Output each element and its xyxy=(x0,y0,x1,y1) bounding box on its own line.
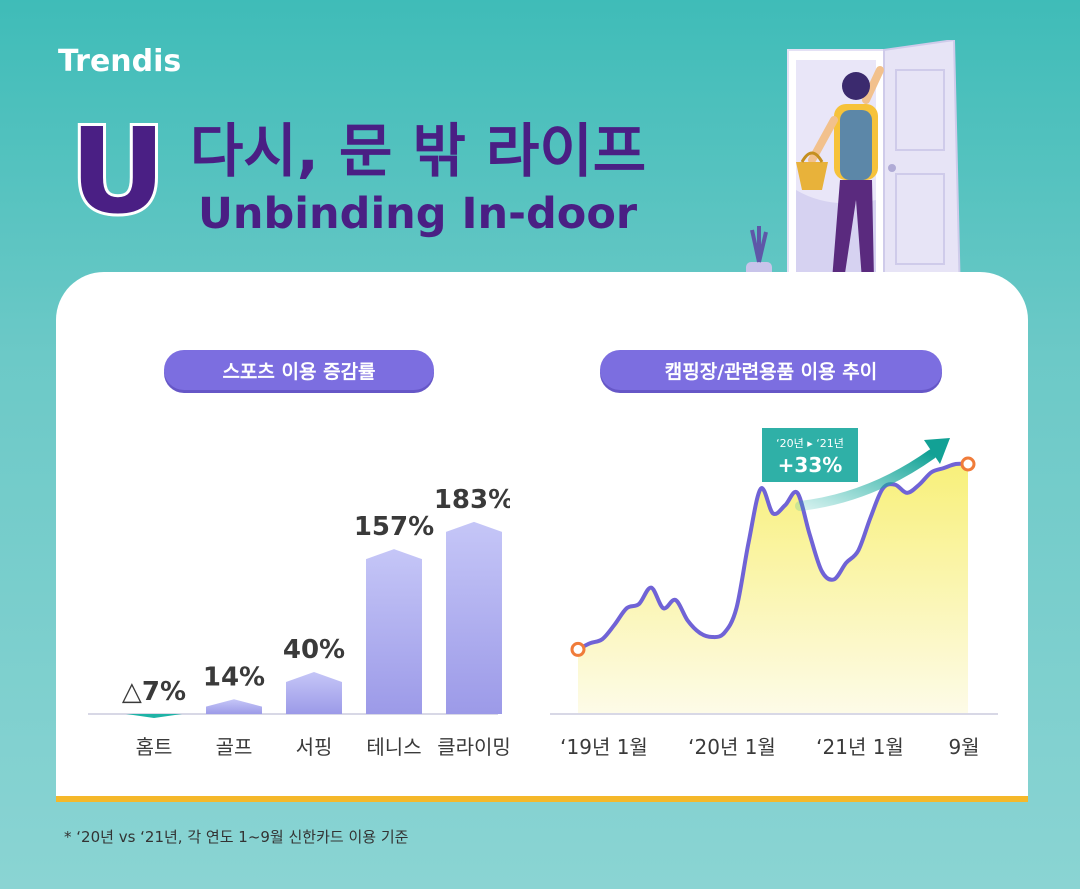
endpoint-marker xyxy=(570,641,586,657)
badge-change: +33% xyxy=(778,453,843,477)
bar xyxy=(366,549,422,714)
x-tick-label: ‘20년 1월 xyxy=(688,735,776,759)
bar-data-label: △7% xyxy=(122,677,186,707)
endpoint-marker xyxy=(960,456,976,472)
bar xyxy=(446,521,502,714)
x-tick-label: ‘19년 1월 xyxy=(560,735,648,759)
bar-data-label: 157% xyxy=(354,512,434,542)
brand-logo: Trendis xyxy=(58,44,182,79)
sports-bar-chart: △7% 홈트 14% 골프 40% 서핑 157% 테니스 183% 클라이밍 xyxy=(88,485,510,759)
trend-arrow xyxy=(795,449,937,511)
bar-data-label: 14% xyxy=(203,662,265,692)
bar-category-label: 홈트 xyxy=(136,735,173,759)
area-fill xyxy=(578,463,968,714)
camping-area-chart: ‘20년 ▸ ‘21년 +33% ‘19년 1월 ‘20년 1월 ‘21년 1월 9월 xyxy=(550,428,998,759)
bar xyxy=(126,714,182,718)
footnote: * ‘20년 vs ‘21년, 각 연도 1~9월 신한카드 이용 기준 xyxy=(64,828,409,846)
bar-category-label: 골프 xyxy=(216,735,253,759)
bar-category-label: 클라이밍 xyxy=(437,735,510,759)
sports-chart-title: 스포츠 이용 증감률 xyxy=(164,350,434,390)
series-line xyxy=(577,461,969,652)
bar-data-label: 183% xyxy=(434,485,510,515)
x-tick-label: 9월 xyxy=(948,735,979,759)
header-letter: U xyxy=(67,102,169,240)
bar xyxy=(206,699,262,714)
trend-arrow-head xyxy=(924,438,950,464)
page-subtitle: Unbinding In-door xyxy=(198,189,638,239)
person-leaving-door-illustration xyxy=(746,40,962,324)
change-badge xyxy=(762,428,858,482)
page-title: 다시, 문 밖 라이프 xyxy=(190,117,647,185)
bar-category-label: 서핑 xyxy=(296,735,333,759)
x-tick-label: ‘21년 1월 xyxy=(816,735,904,759)
panel-accent-rule xyxy=(56,796,1028,802)
bar xyxy=(286,672,342,714)
badge-period: ‘20년 ▸ ‘21년 xyxy=(776,437,844,450)
bar-category-label: 테니스 xyxy=(366,735,421,759)
bar-data-label: 40% xyxy=(283,635,345,665)
camping-chart-title: 캠핑장/관련용품 이용 추이 xyxy=(600,350,942,390)
